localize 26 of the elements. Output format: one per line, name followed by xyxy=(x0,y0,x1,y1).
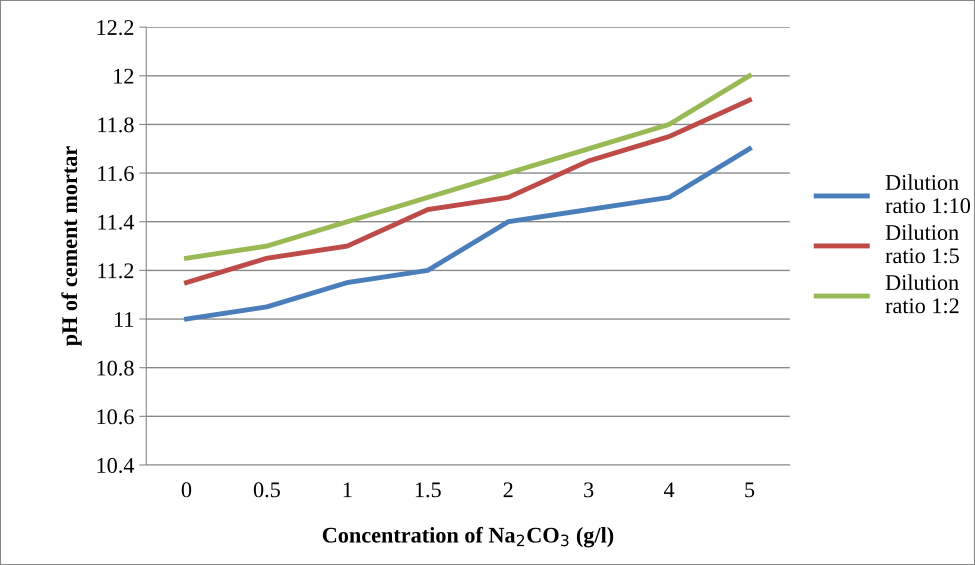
y-tick-label: 11.8 xyxy=(98,117,134,132)
legend-label: Dilution ratio 1:2 xyxy=(886,274,959,314)
y-tick-label: 12.2 xyxy=(98,20,134,36)
x-tick-label: 4 xyxy=(664,482,674,498)
line-series xyxy=(184,98,752,285)
x-axis-title: Concentration of Na$_{2}$CO$_{3}$ (g/l) xyxy=(322,526,614,548)
y-tick-label: 12 xyxy=(114,68,134,84)
x-tick-label: 5 xyxy=(745,482,754,498)
y-axis-title: pH of cement mortar xyxy=(61,146,82,346)
y-tick-label: 10.8 xyxy=(98,360,134,376)
x-tick-label: 0 xyxy=(182,482,192,498)
line-series xyxy=(184,146,752,322)
x-tick-label: 2 xyxy=(504,482,513,498)
legend-label: Dilution ratio 1:5 xyxy=(886,224,959,264)
y-tick-label: 11.4 xyxy=(98,214,134,230)
y-tick-label: 10.4 xyxy=(98,458,134,474)
y-tick-label: 11.6 xyxy=(98,166,134,182)
x-tick-label: 3 xyxy=(584,482,594,498)
y-tick-label: 11.2 xyxy=(98,263,134,278)
y-tick-label: 10.6 xyxy=(98,409,134,424)
line-series xyxy=(184,73,752,261)
y-tick-label: 11 xyxy=(115,312,134,327)
x-tick-label: 1.5 xyxy=(416,482,441,498)
x-tick-label: 1 xyxy=(344,482,352,498)
legend-label: Dilution ratio 1:10 xyxy=(886,174,970,214)
x-tick-label: 0.5 xyxy=(254,482,280,498)
